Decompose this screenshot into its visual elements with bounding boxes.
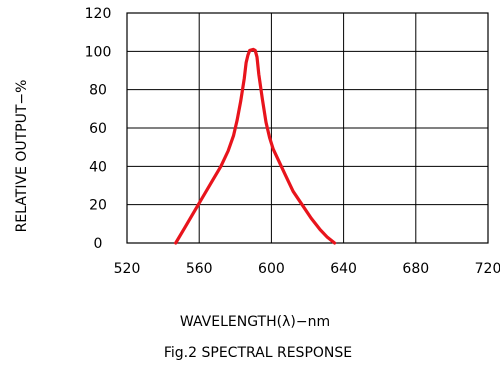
y-tick-label: 100 [85,44,112,60]
y-tick-label: 60 [89,121,107,137]
x-tick-label: 720 [475,261,500,277]
y-tick-label: 20 [89,198,107,214]
plot-frame [126,12,489,244]
y-tick-label: 120 [85,6,112,22]
x-axis-title: WAVELENGTH(λ)−nm [180,314,330,330]
spectral-response-curve [174,47,337,245]
y-tick-label: 80 [89,83,107,99]
series-group [174,47,337,245]
y-tick-label: 40 [89,159,107,175]
y-tick-label: 0 [94,236,103,252]
chart-title: Fig.2 SPECTRAL RESPONSE [164,345,352,361]
x-tick-labels: 520 560 600 640 680 720 [114,261,500,277]
x-tick-label: 600 [258,261,285,277]
x-tick-label: 680 [402,261,429,277]
x-tick-label: 520 [114,261,141,277]
x-tick-label: 560 [186,261,213,277]
grid [126,12,489,244]
y-tick-labels: 0 20 40 60 80 100 120 [85,6,112,252]
x-tick-label: 640 [330,261,357,277]
y-axis-title: RELATIVE OUTPUT−% [14,80,30,233]
